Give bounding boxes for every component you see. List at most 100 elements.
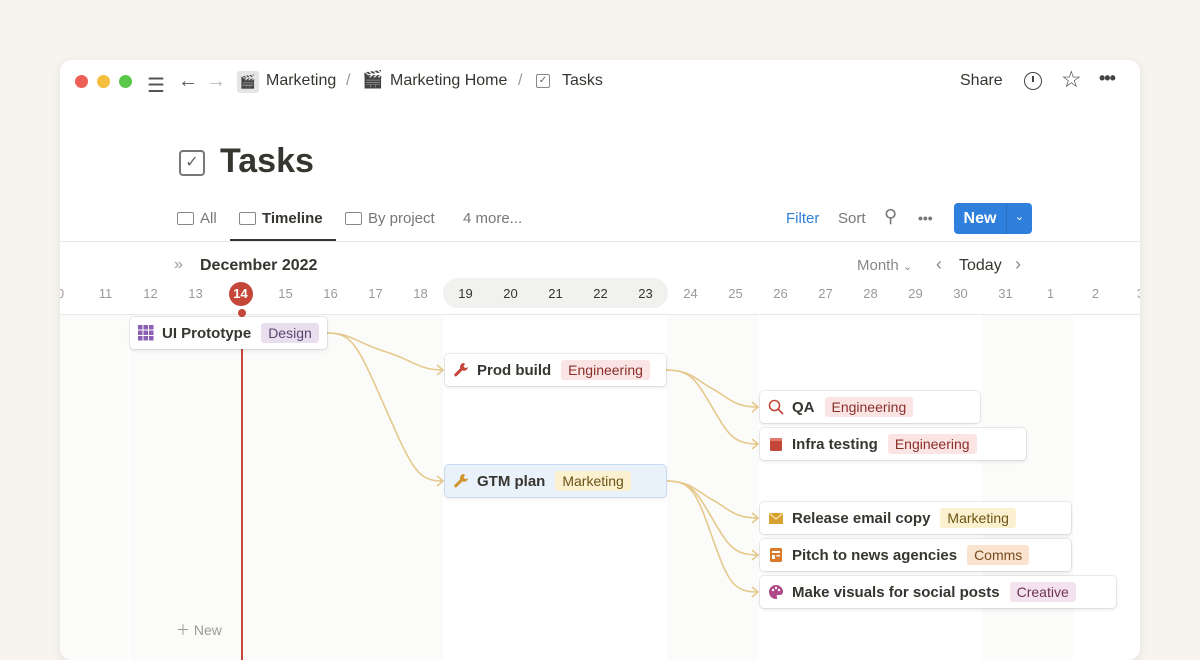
expand-icon[interactable]: » (174, 256, 183, 273)
search-icon[interactable]: ⚲ (884, 206, 898, 226)
task-tag: Creative (1009, 582, 1076, 602)
task-card[interactable]: Make visuals for social posts Creative (760, 576, 1116, 608)
newspaper-icon (768, 547, 784, 563)
task-tag: Marketing (940, 508, 1016, 528)
day-label: 22 (593, 286, 608, 301)
share-button[interactable]: Share (960, 72, 1003, 89)
task-card[interactable]: UI Prototype Design (130, 317, 327, 349)
day-label: 13 (188, 286, 203, 301)
task-name: GTM plan (477, 472, 546, 490)
day-label: 21 (548, 286, 563, 301)
task-name: UI Prototype (162, 324, 252, 342)
tab-more[interactable]: 4 more... (463, 210, 523, 227)
clock-icon[interactable] (1024, 72, 1042, 90)
day-label: 3 (1118, 286, 1140, 301)
task-name: Prod build (477, 361, 552, 379)
page-checkbox-icon: ✓ (179, 150, 205, 176)
wrench-icon (453, 362, 469, 378)
minimize-window-button[interactable] (97, 75, 110, 88)
forward-arrow-icon[interactable]: → (206, 70, 226, 92)
week-highlight (443, 278, 668, 308)
day-label: 20 (503, 286, 518, 301)
day-label: 29 (908, 286, 923, 301)
filter-button[interactable]: Filter (786, 210, 820, 227)
wrench-icon (453, 473, 469, 489)
tab-label: By project (368, 210, 435, 227)
envelope-icon (768, 510, 784, 526)
dependency-connectors (326, 332, 760, 598)
more-icon[interactable]: ••• (1099, 68, 1116, 88)
star-icon[interactable]: ☆ (1061, 66, 1082, 92)
task-card[interactable]: Release email copy Marketing (760, 502, 1071, 534)
dependency-connector (326, 332, 445, 487)
day-label: 23 (638, 286, 653, 301)
scale-label: Month (857, 257, 899, 274)
tab-label: All (200, 210, 217, 227)
page-title: Tasks (220, 142, 314, 180)
task-tag: Marketing (555, 471, 631, 491)
tab-by-project[interactable]: By project (345, 210, 435, 227)
breadcrumb-tasks[interactable]: Tasks (562, 72, 603, 89)
palette-icon (768, 584, 784, 600)
day-label: 24 (683, 286, 698, 301)
task-name: Release email copy (792, 509, 931, 527)
dependency-connector (665, 480, 760, 598)
today-line (241, 310, 243, 660)
chevron-down-icon: ⌄ (902, 261, 913, 273)
day-label: 2 (1091, 286, 1100, 301)
task-tag: Comms (967, 545, 1030, 565)
sort-button[interactable]: Sort (838, 210, 866, 227)
scale-select[interactable]: Month ⌄ (857, 257, 912, 274)
app-window: ☰ ← → 🎬 Marketing / 🎬 Marketing Home / ✓… (60, 60, 1140, 660)
day-label: 26 (773, 286, 788, 301)
tab-all[interactable]: All (177, 210, 217, 227)
day-label: 16 (323, 286, 338, 301)
active-tab-underline (230, 239, 336, 241)
maximize-window-button[interactable] (119, 75, 132, 88)
close-window-button[interactable] (75, 75, 88, 88)
task-card[interactable]: Pitch to news agencies Comms (760, 539, 1071, 571)
day-label: 25 (728, 286, 743, 301)
menu-icon[interactable]: ☰ (147, 75, 165, 97)
task-card[interactable]: Infra testing Engineering (760, 428, 1026, 460)
day-label: 11 (98, 286, 113, 301)
divider (60, 241, 1140, 242)
day-label: 18 (413, 286, 428, 301)
breadcrumb-separator: / (518, 72, 523, 89)
breadcrumb-marketing[interactable]: Marketing (266, 72, 337, 89)
block-icon (768, 436, 784, 452)
table-icon (345, 212, 362, 225)
day-label: 28 (863, 286, 878, 301)
grid-icon (138, 325, 154, 341)
weekend-shade (60, 315, 128, 660)
day-label: 17 (368, 286, 383, 301)
day-label: 19 (458, 286, 473, 301)
today-marker (238, 309, 246, 317)
day-label: 1 (1046, 286, 1055, 301)
dependency-connector (665, 369, 760, 450)
previous-icon[interactable]: ‹ (936, 254, 942, 274)
day-label: 27 (818, 286, 833, 301)
task-card[interactable]: GTM plan Marketing (445, 465, 666, 497)
month-label: December 2022 (200, 257, 318, 274)
checkbox-icon: ✓ (536, 74, 550, 88)
magnifier-icon (768, 399, 784, 415)
add-new-task-button[interactable]: ＋ New (176, 622, 222, 638)
today-button[interactable]: Today (959, 257, 1002, 274)
new-button[interactable]: New ⌄ (954, 203, 1032, 234)
task-card[interactable]: Prod build Engineering (445, 354, 666, 386)
more-options-icon[interactable]: ••• (918, 210, 933, 226)
task-card[interactable]: QA Engineering (760, 391, 980, 423)
day-label: 15 (278, 286, 293, 301)
tab-timeline[interactable]: Timeline (239, 210, 323, 227)
new-button-label: New (963, 209, 997, 227)
back-arrow-icon[interactable]: ← (178, 70, 198, 92)
task-tag: Design (261, 323, 319, 343)
dependency-connector (326, 332, 445, 376)
chevron-down-icon[interactable]: ⌄ (1006, 203, 1032, 234)
table-icon (177, 212, 194, 225)
clapper-icon: 🎬 (237, 71, 259, 93)
breadcrumb-marketing-home[interactable]: Marketing Home (390, 72, 508, 89)
task-tag: Engineering (561, 360, 650, 380)
next-icon[interactable]: › (1015, 254, 1021, 274)
